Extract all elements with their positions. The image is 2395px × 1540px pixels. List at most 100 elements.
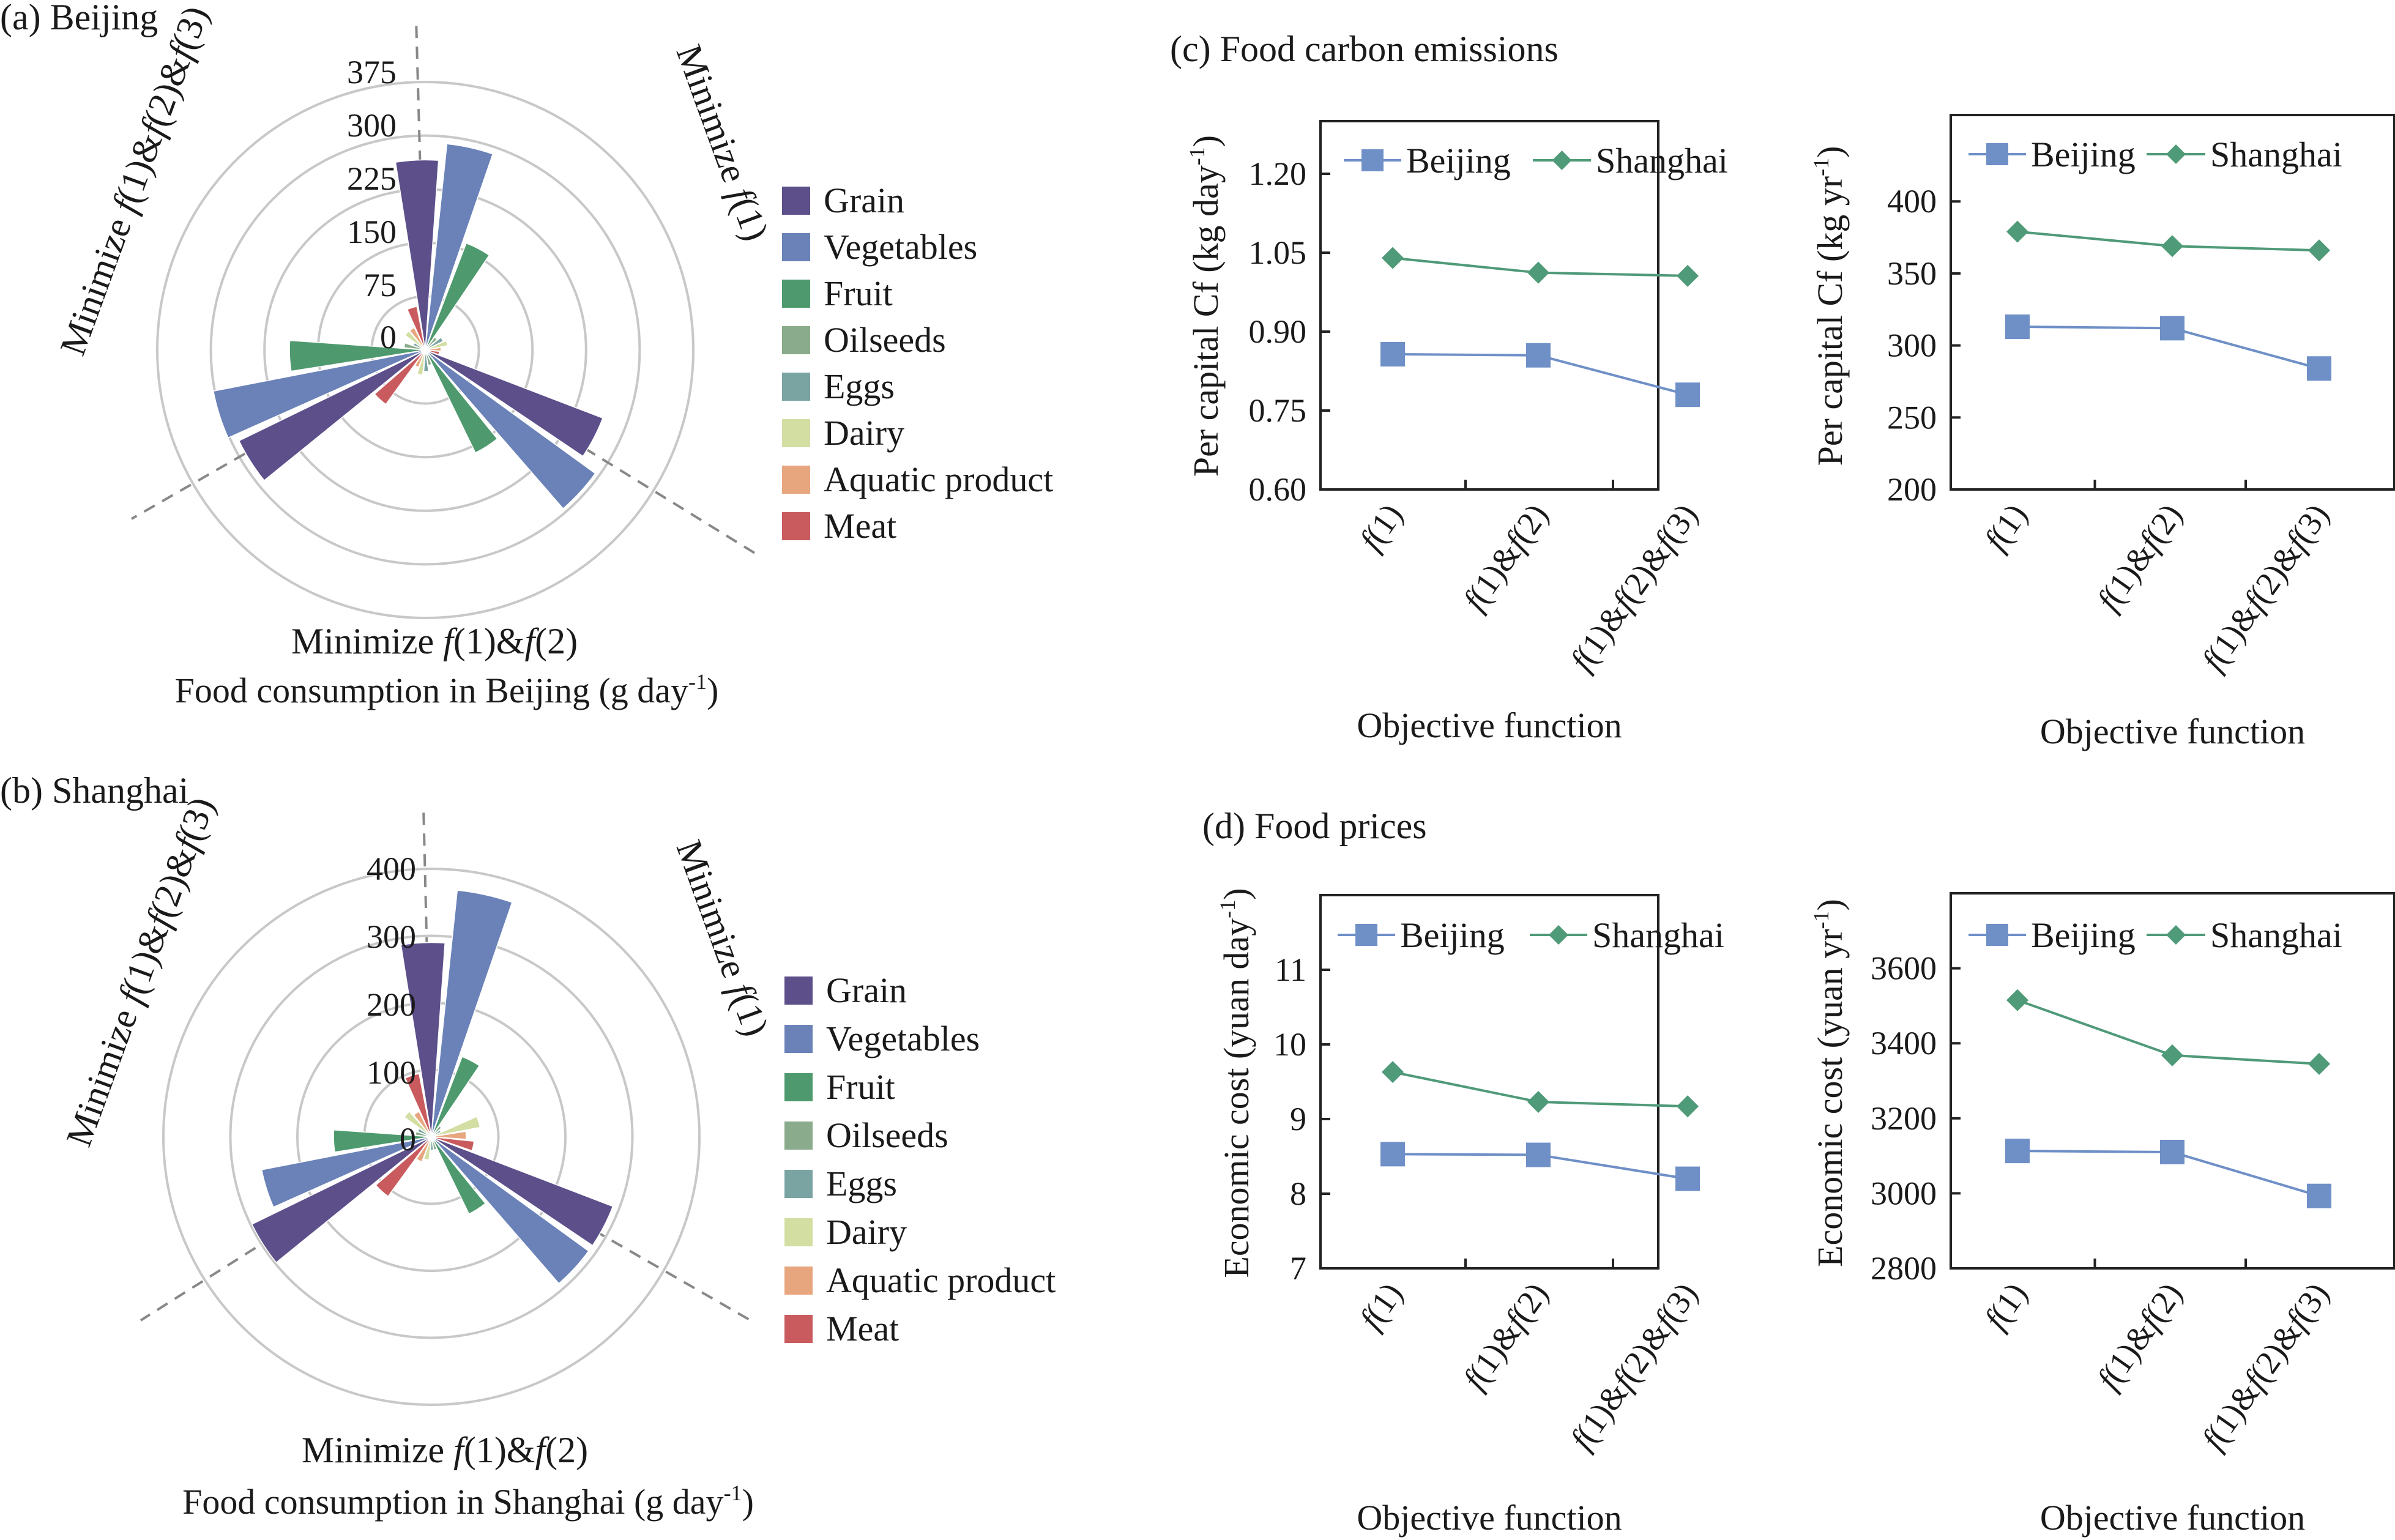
data-point-beijing <box>2005 1139 2030 1164</box>
data-point-beijing <box>1675 1166 1700 1191</box>
x-tick-label: f(1)&f(2)&f(3) <box>1563 1276 1705 1456</box>
y-axis-label: Per capital Cf (kg day-1) <box>1185 135 1226 477</box>
sector-label: Minimize f(1)&f(2) <box>302 1430 588 1470</box>
y-tick-label: 11 <box>1275 951 1306 988</box>
bar-vegetables <box>261 1136 432 1208</box>
bar-grain <box>251 1136 432 1263</box>
bar-fruit <box>425 349 498 454</box>
bar-vegetables <box>425 349 596 510</box>
legend-label: Shanghai <box>1592 915 1724 955</box>
y-tick-label: 350 <box>1887 255 1937 292</box>
legend-swatch <box>784 1122 813 1150</box>
legend-swatch <box>782 466 810 494</box>
x-tick-label: f(1)&f(2) <box>2090 497 2189 617</box>
legend: Beijing Shanghai <box>1344 141 1728 180</box>
bar-fruit <box>289 340 426 372</box>
bar-oilseeds <box>425 337 438 351</box>
bar-meat <box>375 1136 432 1197</box>
bar-aquatic-product <box>409 327 426 351</box>
bar-fruit <box>425 242 490 351</box>
legend-label: Oilseeds <box>826 1115 948 1155</box>
y-tick-label: 7 <box>1290 1250 1306 1287</box>
legend-marker <box>1549 925 1568 945</box>
data-point-beijing <box>1380 341 1405 366</box>
line-chart-3: (d) Food prices 7 8 9 10 11 f(1) f(1)&f(2)f(1)&… <box>1202 806 1724 1538</box>
radial-tick-label: 200 <box>367 986 416 1023</box>
radial-tick-label: 0 <box>380 319 397 355</box>
legend-swatch <box>784 1315 813 1343</box>
radial-gridline <box>162 868 701 1406</box>
y-tick-label: 2800 <box>1871 1250 1937 1287</box>
bar-dairy <box>425 340 449 351</box>
bar-vegetables <box>425 143 494 351</box>
legend-swatch <box>784 1073 813 1101</box>
legend: Beijing Shanghai <box>1969 135 2342 174</box>
data-point-beijing <box>1526 1142 1551 1167</box>
radial-gridline <box>156 81 695 619</box>
panel-title: (c) Food carbon emissions <box>1170 29 1559 69</box>
x-axis-label: Food consumption in Beijing (g day-1) <box>175 669 719 710</box>
bar-fruit <box>333 1129 432 1153</box>
data-point-shanghai <box>2308 1052 2330 1075</box>
y-tick-label: 300 <box>1887 327 1937 364</box>
x-axis-label: Objective function <box>1357 705 1622 745</box>
legend-label: Beijing <box>1400 915 1505 955</box>
x-tick-label: f(1) <box>1352 497 1410 557</box>
y-axis-label: Economic cost (yuan yr-1) <box>1809 899 1850 1267</box>
legend-label: Vegetables <box>824 227 977 267</box>
panel-title: (d) Food prices <box>1202 806 1427 846</box>
legend-marker <box>2166 144 2186 164</box>
bar-grain <box>395 159 439 351</box>
x-axis-label: Food consumption in Shanghai (g day-1) <box>182 1481 754 1522</box>
sector-divider <box>422 806 433 1137</box>
legend-swatch <box>784 1267 813 1295</box>
polar-chart-beijing: (a) Beijing 0 75 150 225 300 375 Minimize f(1) M… <box>0 0 1053 710</box>
y-tick-label: 10 <box>1273 1026 1306 1063</box>
legend-label: Shanghai <box>2210 915 2342 955</box>
bar-vegetables <box>431 890 513 1137</box>
x-axis-label: Objective function <box>1357 1498 1622 1538</box>
data-point-shanghai <box>1382 247 1404 269</box>
y-tick-label: 0.75 <box>1249 392 1307 429</box>
legend-label: Dairy <box>824 413 904 453</box>
line-chart-1: (c) Food carbon emissions 0.60 0.75 0.90 1.0… <box>1170 29 1728 745</box>
legend-swatch <box>784 1170 813 1198</box>
legend: Grain Vegetables Fruit Oilseeds Eggs Dairy Aqu… <box>784 970 1056 1348</box>
legend-label: Eggs <box>824 366 895 406</box>
data-point-shanghai <box>1382 1061 1404 1084</box>
data-point-beijing <box>2160 1139 2185 1164</box>
bar-dairy <box>404 330 426 351</box>
sector-divider <box>415 18 426 351</box>
x-tick-label: f(1)&f(2)&f(3) <box>2194 497 2336 677</box>
y-tick-label: 3600 <box>1871 950 1937 987</box>
bar-oilseeds <box>431 1136 438 1151</box>
legend-label: Fruit <box>826 1067 895 1107</box>
legend-label: Meat <box>826 1309 899 1348</box>
data-point-beijing <box>1380 1142 1405 1167</box>
bar-fruit <box>431 1136 486 1215</box>
y-tick-label: 400 <box>1887 183 1937 220</box>
legend-swatch <box>782 280 810 308</box>
legend-label: Beijing <box>2031 135 2136 174</box>
legend-swatch <box>782 326 810 354</box>
y-tick-label: 1.05 <box>1249 234 1307 271</box>
panel-title: (a) Beijing <box>0 0 158 37</box>
y-axis-label: Economic cost (yuan day-1) <box>1215 888 1256 1278</box>
x-tick-label: f(1)&f(2)&f(3) <box>1563 497 1705 677</box>
legend-label: Beijing <box>2031 915 2136 955</box>
radial-tick-label: 225 <box>347 160 397 197</box>
y-tick-label: 0.60 <box>1249 471 1307 508</box>
legend: Grain Vegetables Fruit Oilseeds Eggs Dairy Aqu… <box>782 180 1053 546</box>
plot-frame <box>1319 894 1659 1270</box>
data-point-shanghai <box>1677 1095 1699 1118</box>
bar-grain <box>425 349 604 457</box>
x-axis-label: Objective function <box>2040 1498 2305 1538</box>
panel-title: (b) Shanghai <box>0 770 188 811</box>
bar-meat <box>374 349 426 405</box>
legend-label: Vegetables <box>826 1019 980 1058</box>
legend-marker <box>1355 924 1377 946</box>
radial-tick-label: 375 <box>347 54 397 91</box>
radial-tick-label: 0 <box>400 1121 416 1158</box>
bar-aquatic-product <box>415 1136 432 1162</box>
